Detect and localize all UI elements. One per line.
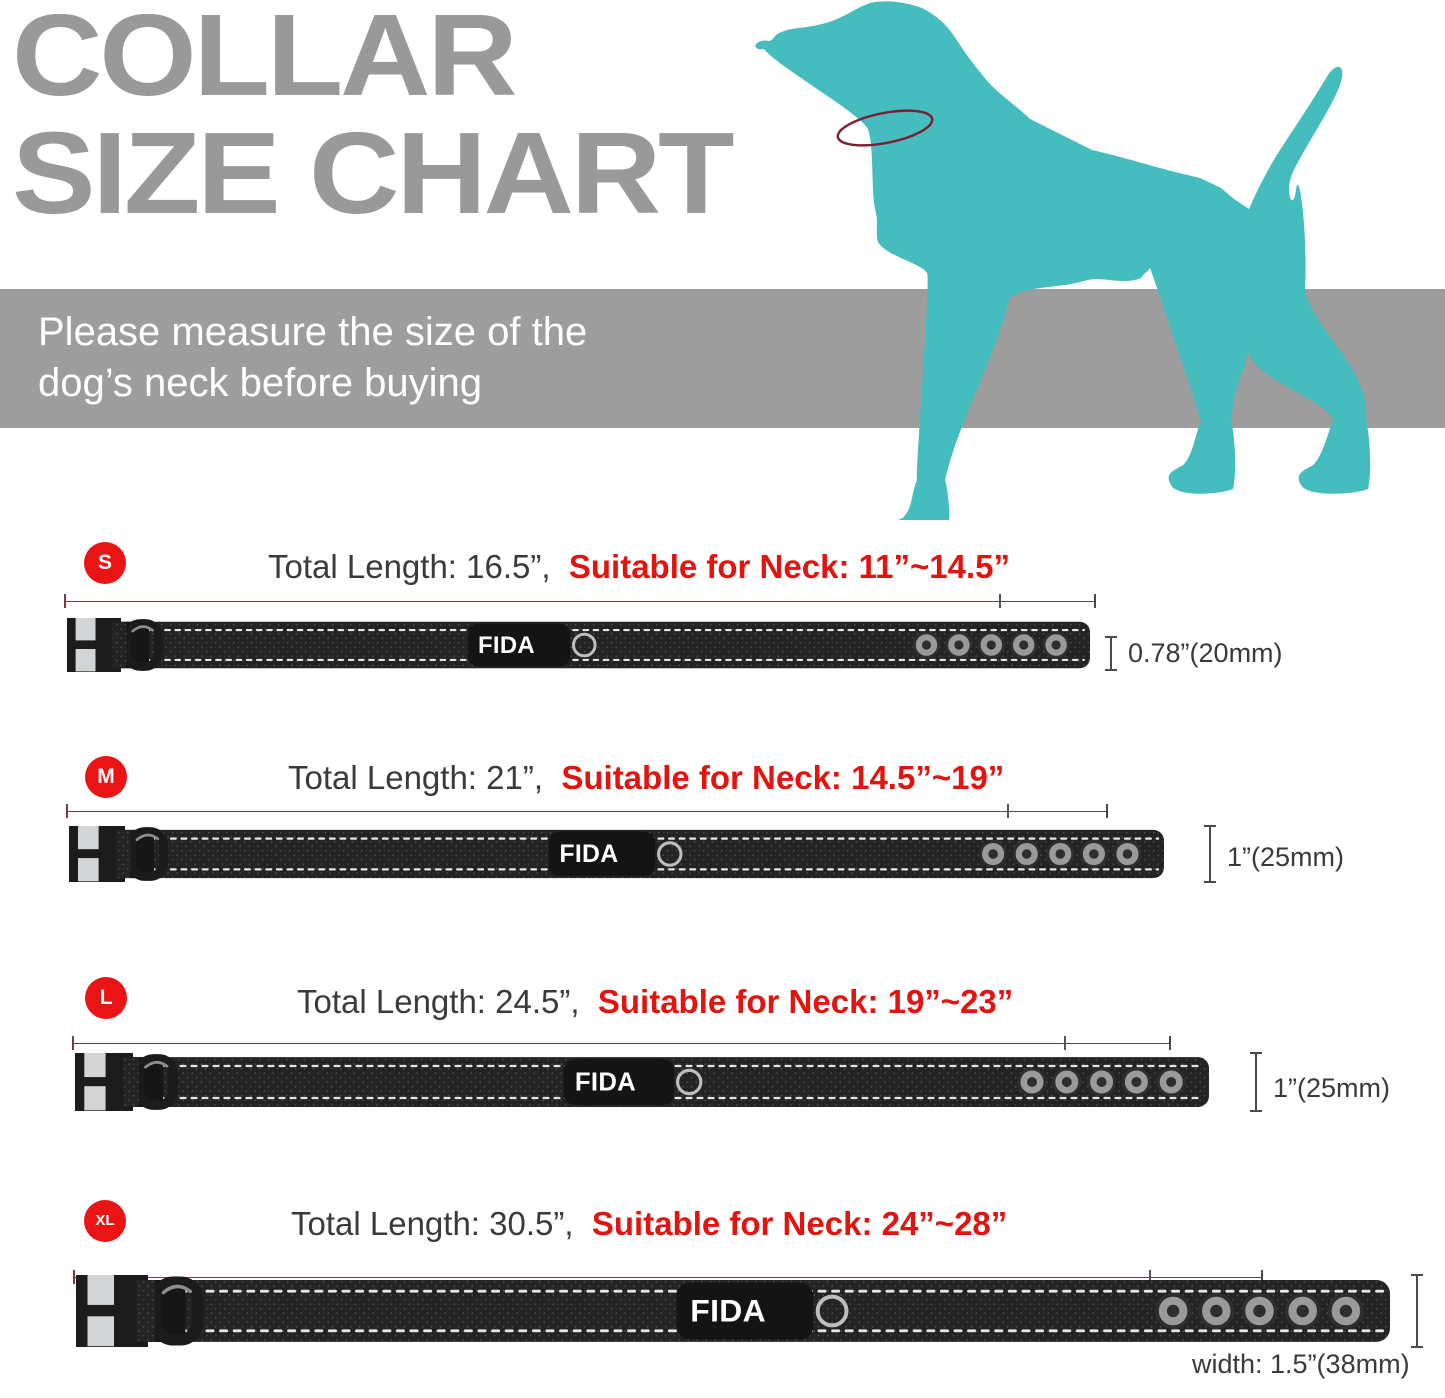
svg-text:FIDA: FIDA xyxy=(559,841,618,868)
svg-text:FIDA: FIDA xyxy=(690,1293,766,1329)
svg-text:FIDA: FIDA xyxy=(575,1069,636,1097)
svg-text:FIDA: FIDA xyxy=(478,632,535,659)
